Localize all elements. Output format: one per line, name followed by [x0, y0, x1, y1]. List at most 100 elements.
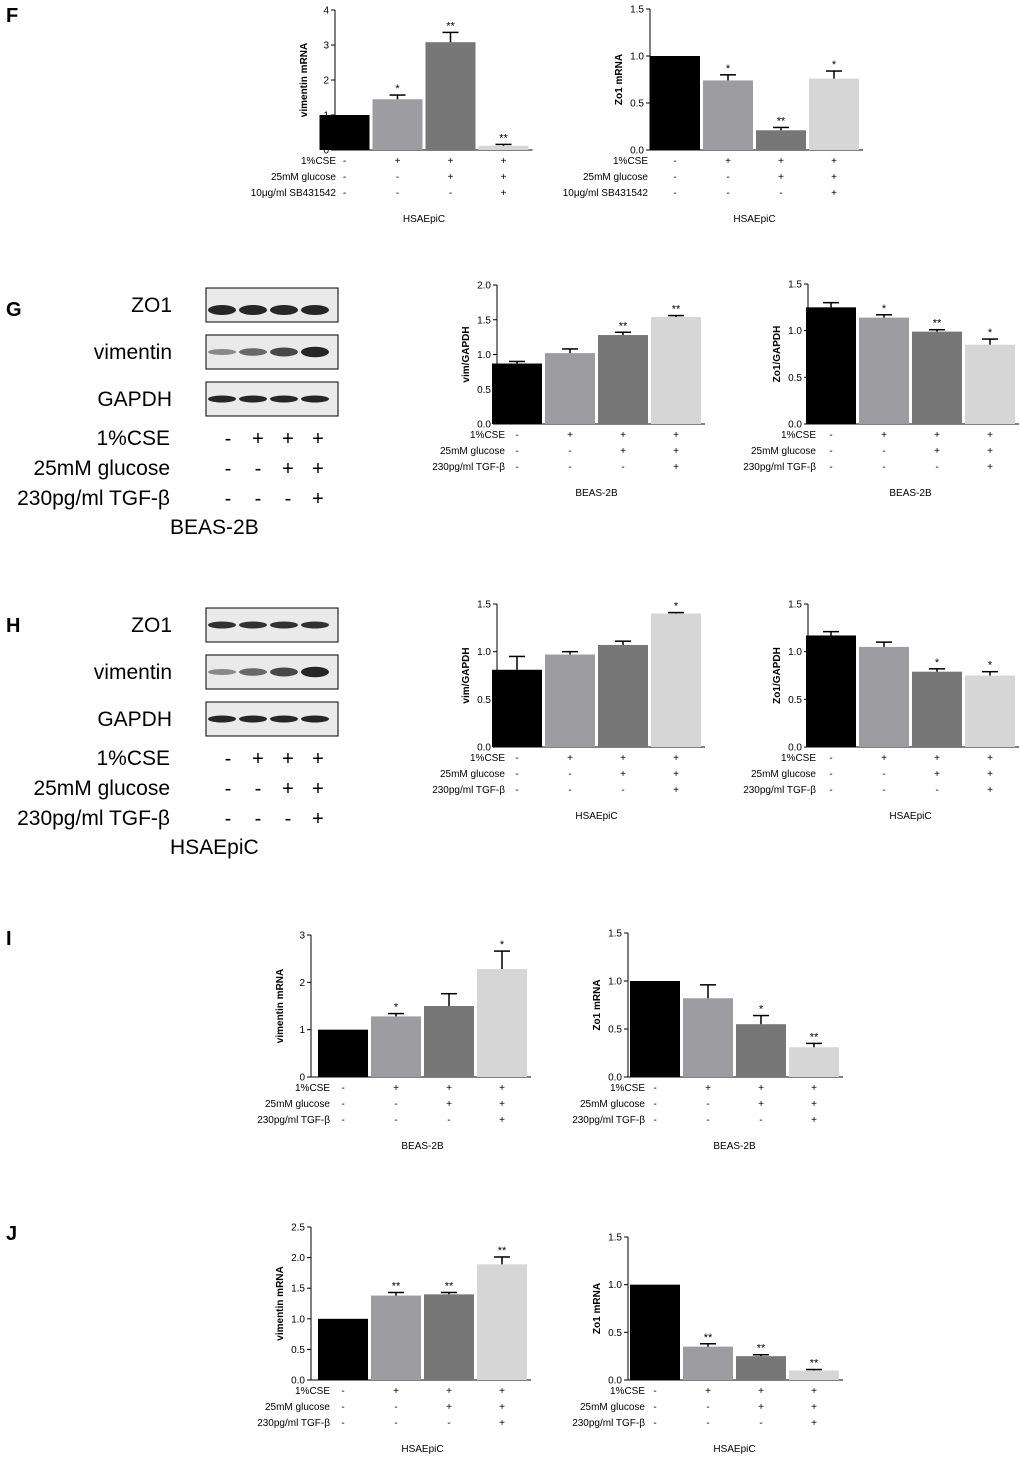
condition-sign: +	[758, 1402, 764, 1413]
condition-sign: +	[758, 1099, 764, 1110]
y-tick-label: 0.0	[608, 1376, 622, 1387]
condition-sign: +	[446, 1386, 452, 1397]
bar	[372, 99, 423, 150]
condition-label: 230pg/ml TGF-β	[572, 1418, 645, 1429]
significance-label: **	[704, 1332, 713, 1344]
blot-band	[208, 395, 236, 403]
y-tick-label: 1	[299, 1025, 305, 1036]
y-axis-label: vimentin mRNA	[275, 1266, 286, 1340]
significance-label: **	[392, 1280, 401, 1292]
bar	[478, 145, 529, 150]
condition-sign: -	[621, 785, 624, 796]
blot-band	[301, 715, 329, 723]
condition-label: 1%CSE	[470, 430, 505, 441]
significance-label: **	[446, 20, 455, 32]
significance-label: *	[832, 59, 837, 71]
blot-band	[208, 305, 236, 315]
condition-sign: +	[811, 1083, 817, 1094]
condition-sign: +	[778, 172, 784, 183]
blot-band	[239, 395, 267, 403]
condition-sign: -	[829, 753, 832, 764]
significance-label: **	[499, 132, 508, 144]
condition-sign: +	[620, 446, 626, 457]
bar	[806, 635, 856, 747]
condition-label: 25mM glucose	[580, 1402, 645, 1413]
bar	[912, 331, 962, 424]
condition-sign: -	[515, 430, 518, 441]
y-tick-label: 0.5	[788, 695, 802, 706]
x-axis-label: BEAS-2B	[575, 488, 618, 499]
y-tick-label: 0.5	[630, 99, 644, 110]
panel-label-J: J	[6, 1223, 17, 1245]
condition-sign: +	[725, 156, 731, 167]
condition-sign: +	[620, 753, 626, 764]
bar	[318, 1029, 368, 1077]
condition-label: 1%CSE	[610, 1386, 645, 1397]
condition-sign: -	[515, 446, 518, 457]
blot-condition-sign: +	[282, 778, 294, 800]
condition-sign: -	[396, 172, 399, 183]
condition-sign: -	[447, 1418, 450, 1429]
condition-sign: +	[811, 1115, 817, 1126]
condition-label: 25mM glucose	[271, 172, 336, 183]
blot-condition-sign: +	[282, 748, 294, 770]
condition-sign: +	[758, 1083, 764, 1094]
x-axis-label: BEAS-2B	[713, 1141, 756, 1152]
y-tick-label: 1.5	[788, 280, 802, 291]
significance-label: **	[810, 1358, 819, 1370]
bar	[425, 42, 476, 151]
condition-sign: -	[706, 1099, 709, 1110]
y-axis-label: Zo1/GAPDH	[772, 647, 783, 704]
condition-sign: +	[673, 462, 679, 473]
significance-label: *	[726, 63, 731, 75]
x-axis-label: HSAEpiC	[401, 1444, 443, 1455]
condition-sign: +	[567, 753, 573, 764]
condition-sign: +	[567, 430, 573, 441]
condition-sign: +	[499, 1099, 505, 1110]
condition-sign: +	[620, 769, 626, 780]
condition-sign: -	[829, 462, 832, 473]
y-axis-label: Zo1 mRNA	[592, 1283, 603, 1334]
chart-J-left: 0.0 0.5 1.0 1.5 2.0 2.5 vimentin mRNA ** ** ** 1%C…	[257, 1223, 531, 1455]
condition-sign: +	[934, 769, 940, 780]
blot-condition-sign: -	[285, 488, 292, 510]
condition-sign: -	[449, 188, 452, 199]
y-tick-label: 0.5	[788, 373, 802, 384]
x-axis-label: HSAEpiC	[733, 214, 775, 225]
condition-sign: +	[446, 1402, 452, 1413]
condition-label: 25mM glucose	[751, 769, 816, 780]
blot-condition-sign: +	[282, 458, 294, 480]
significance-label: *	[500, 939, 505, 951]
blot-condition-sign: -	[225, 488, 232, 510]
blot-band	[270, 715, 298, 723]
blot-condition-sign: -	[225, 428, 232, 450]
y-tick-label: 0.0	[291, 1376, 305, 1387]
condition-sign: -	[779, 188, 782, 199]
condition-sign: -	[515, 785, 518, 796]
condition-sign: +	[758, 1386, 764, 1397]
condition-label: 1%CSE	[781, 753, 816, 764]
condition-sign: -	[759, 1115, 762, 1126]
y-tick-label: 0.0	[477, 743, 491, 754]
blot-condition-sign: +	[312, 488, 324, 510]
condition-sign: +	[987, 462, 993, 473]
bar	[424, 1294, 474, 1380]
condition-sign: -	[829, 769, 832, 780]
y-tick-label: 2	[299, 978, 305, 989]
bar	[492, 669, 542, 747]
blot-condition-sign: -	[225, 778, 232, 800]
y-tick-label: 2.0	[477, 281, 491, 292]
blot-condition-sign: +	[312, 748, 324, 770]
condition-sign: -	[341, 1386, 344, 1397]
bar	[806, 307, 856, 424]
significance-label: *	[394, 1002, 399, 1014]
blot-band	[270, 305, 298, 315]
condition-sign: +	[446, 1099, 452, 1110]
significance-label: *	[988, 660, 993, 672]
y-tick-label: 1.5	[477, 315, 491, 326]
condition-sign: -	[515, 462, 518, 473]
